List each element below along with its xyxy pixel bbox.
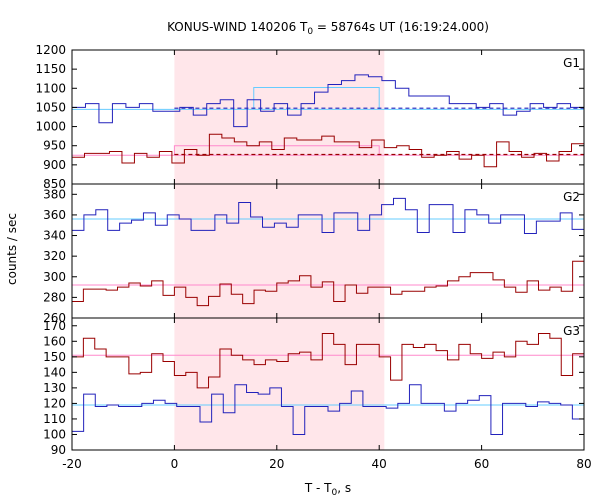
y-tick-label: 90 — [51, 443, 66, 457]
highlight-interval — [174, 50, 385, 450]
panel-label: G1 — [563, 56, 580, 70]
step-segment — [173, 145, 380, 156]
series-red-line — [72, 333, 584, 389]
y-tick-label: 380 — [43, 187, 66, 201]
y-tick-label: 260 — [43, 311, 66, 325]
y-tick-label: 340 — [43, 229, 66, 243]
x-tick-label: -20 — [62, 457, 82, 471]
panel-frame — [71, 317, 585, 451]
y-tick-label: 1000 — [35, 120, 66, 134]
x-tick-label: 20 — [269, 457, 284, 471]
y-tick-label: 320 — [43, 249, 66, 263]
series-red-line — [72, 133, 584, 168]
plot-layer: 85090095010001050110011501200G1260280300… — [35, 43, 591, 471]
y-tick-label: 950 — [43, 139, 66, 153]
y-tick-label: 140 — [43, 365, 66, 379]
y-tick-label: 150 — [43, 350, 66, 364]
y-tick-label: 110 — [43, 412, 66, 426]
x-tick-label: 0 — [171, 457, 179, 471]
y-tick-label: 280 — [43, 290, 66, 304]
series-blue-line — [72, 384, 584, 435]
y-tick-label: 160 — [43, 334, 66, 348]
y-tick-label: 120 — [43, 396, 66, 410]
panel-label: G3 — [563, 324, 580, 338]
panel-plot-area — [72, 197, 584, 307]
y-tick-label: 100 — [43, 427, 66, 441]
chart-title: KONUS-WIND 140206 T0 = 58764s UT (16:19:… — [167, 20, 489, 37]
y-tick-label: 850 — [43, 177, 66, 191]
step-segment — [253, 87, 380, 110]
series-blue-line — [72, 74, 584, 128]
y-tick-label: 900 — [43, 158, 66, 172]
x-tick-label: 60 — [474, 457, 489, 471]
series-blue-line — [72, 197, 584, 234]
panel-label: G2 — [563, 190, 580, 204]
y-tick-label: 1100 — [35, 81, 66, 95]
y-tick-label: 170 — [43, 319, 66, 333]
x-axis-label: T - T0, s — [304, 481, 351, 498]
y-tick-label: 130 — [43, 381, 66, 395]
y-tick-label: 1200 — [35, 43, 66, 57]
y-tick-label: 360 — [43, 208, 66, 222]
x-tick-label: 40 — [372, 457, 387, 471]
x-tick-label: 80 — [576, 457, 591, 471]
panel-plot-area — [72, 333, 584, 435]
y-tick-label: 1050 — [35, 100, 66, 114]
series-red-line — [72, 260, 584, 307]
y-tick-label: 300 — [43, 270, 66, 284]
panel-g1: 850 900 950 1000 1050 1100 1150 1200 G1 — [35, 43, 585, 191]
y-axis-label: counts / sec — [5, 213, 19, 285]
panel-plot-area — [72, 74, 584, 168]
y-tick-label: 1150 — [35, 62, 66, 76]
